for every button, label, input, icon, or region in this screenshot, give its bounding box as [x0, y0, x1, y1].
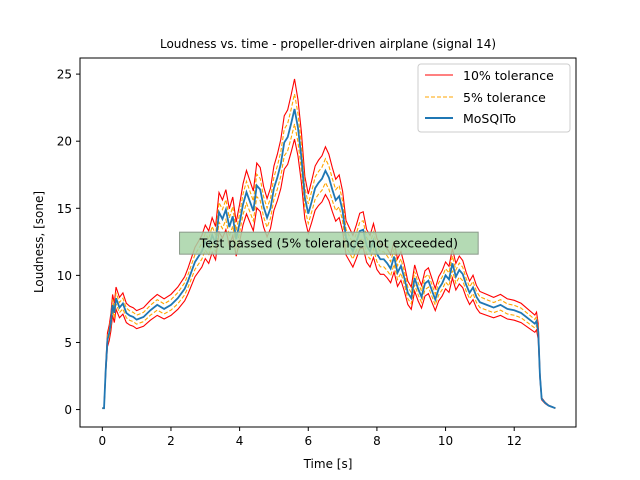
series-line-5pct-lower	[102, 123, 556, 409]
x-tick-label: 2	[167, 434, 175, 448]
plot-frame	[79, 57, 577, 428]
legend: 10% tolerance 5% tolerance MoSQITo	[417, 63, 571, 133]
series-line-10pct-lower	[102, 138, 556, 409]
y-tick-label: 10	[57, 269, 72, 283]
series-line-mosqito	[102, 108, 556, 410]
legend-label-mosqito: MoSQITo	[463, 111, 516, 126]
x-axis-ticks: 0 2 4 6 8 10 12	[98, 427, 522, 448]
y-tick-label: 25	[57, 68, 72, 82]
x-tick-label: 0	[98, 434, 106, 448]
x-tick-label: 6	[304, 434, 312, 448]
legend-label-10pct: 10% tolerance	[463, 68, 554, 83]
series-line-10pct-upper	[102, 78, 556, 409]
x-tick-label: 12	[507, 434, 522, 448]
annotation-box	[179, 231, 479, 255]
legend-box	[417, 63, 571, 133]
x-tick-label: 4	[236, 434, 244, 448]
plot-series-group	[102, 78, 556, 410]
legend-label-5pct: 5% tolerance	[463, 90, 546, 105]
x-tick-label: 8	[373, 434, 381, 448]
x-tick-label: 10	[438, 434, 453, 448]
y-tick-label: 0	[64, 403, 72, 417]
series-line-5pct-upper	[102, 93, 556, 409]
y-axis-label: Loudness, [sone]	[32, 191, 46, 293]
y-tick-label: 15	[57, 202, 72, 216]
x-axis-label: Time [s]	[303, 457, 353, 471]
annotation-text: Test passed (5% tolerance not exceeded)	[199, 236, 458, 251]
chart-title: Loudness vs. time - propeller-driven air…	[160, 37, 496, 51]
y-tick-label: 5	[64, 336, 72, 350]
y-axis-ticks: 0 5 10 15 20 25	[57, 68, 80, 417]
y-tick-label: 20	[57, 135, 72, 149]
